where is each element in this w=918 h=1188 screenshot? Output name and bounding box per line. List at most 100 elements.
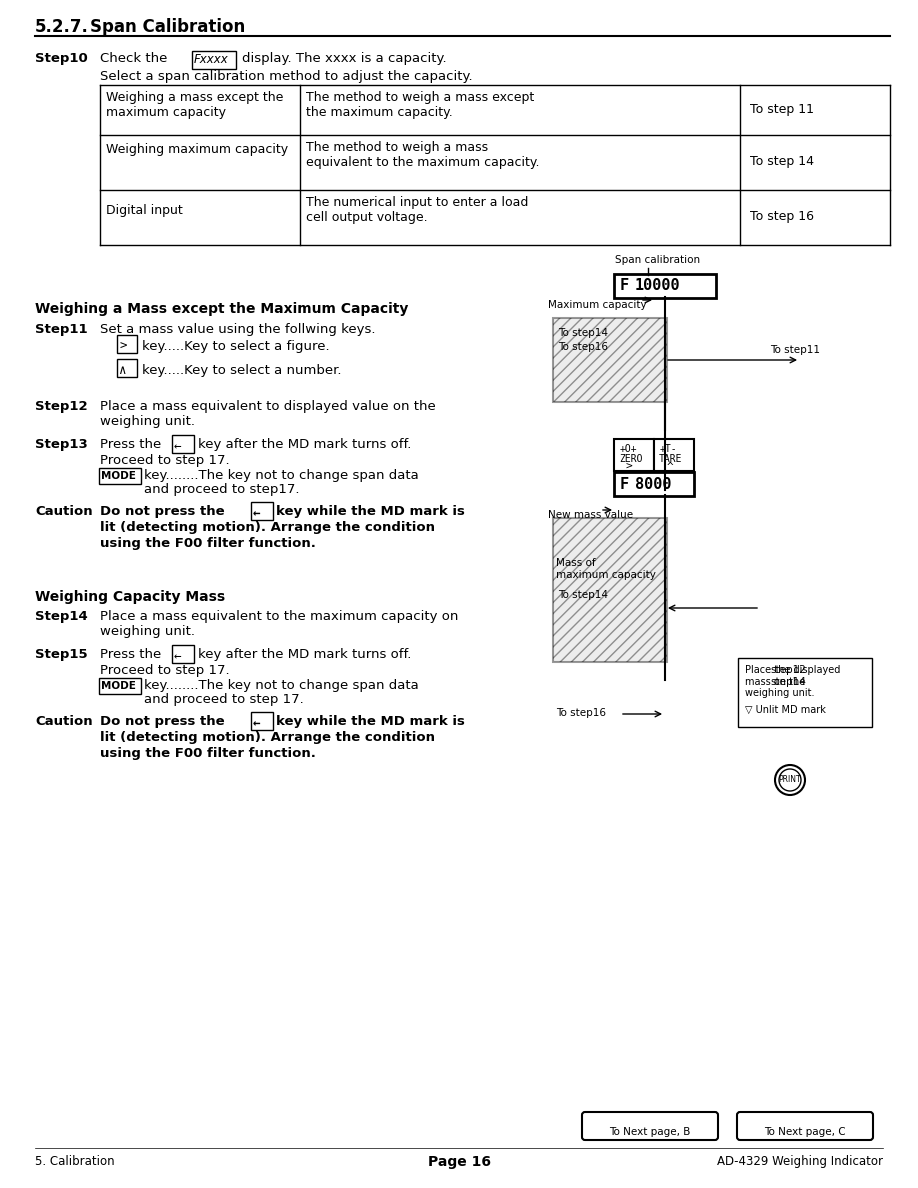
Text: +T-: +T- (660, 444, 677, 454)
FancyBboxPatch shape (553, 318, 667, 402)
Text: 5.2.7.: 5.2.7. (35, 18, 89, 36)
Text: F: F (620, 478, 629, 492)
FancyBboxPatch shape (251, 712, 273, 729)
Text: The method to weigh a mass
equivalent to the maximum capacity.: The method to weigh a mass equivalent to… (306, 141, 540, 169)
Text: The method to weigh a mass except
the maximum capacity.: The method to weigh a mass except the ma… (306, 91, 534, 119)
Text: Fxxxx: Fxxxx (194, 53, 229, 67)
Text: weighing unit.: weighing unit. (745, 688, 814, 699)
Text: key........The key not to change span data: key........The key not to change span da… (144, 680, 419, 691)
Text: ▽ Unlit MD mark: ▽ Unlit MD mark (745, 704, 826, 715)
Text: Caution: Caution (35, 505, 93, 518)
FancyBboxPatch shape (99, 678, 141, 694)
Text: ∧: ∧ (119, 364, 127, 377)
Text: lit (detecting motion). Arrange the condition: lit (detecting motion). Arrange the cond… (100, 522, 435, 533)
FancyBboxPatch shape (614, 440, 654, 470)
Text: Do not press the: Do not press the (100, 505, 225, 518)
Text: Span Calibration: Span Calibration (90, 18, 245, 36)
Text: The numerical input to enter a load
cell output voltage.: The numerical input to enter a load cell… (306, 196, 529, 225)
Text: Proceed to step 17.: Proceed to step 17. (100, 664, 230, 677)
Circle shape (775, 765, 805, 795)
Text: To step16: To step16 (556, 708, 606, 718)
Text: mass on the: mass on the (745, 677, 805, 687)
Text: Select a span calibration method to adjust the capacity.: Select a span calibration method to adju… (100, 70, 473, 83)
Text: key.....Key to select a figure.: key.....Key to select a figure. (142, 340, 330, 353)
Text: To step14: To step14 (558, 328, 608, 339)
Text: key after the MD mark turns off.: key after the MD mark turns off. (198, 647, 411, 661)
FancyBboxPatch shape (553, 518, 667, 662)
Text: Weighing maximum capacity: Weighing maximum capacity (106, 143, 288, 156)
Text: Weighing a Mass except the Maximum Capacity: Weighing a Mass except the Maximum Capac… (35, 302, 409, 316)
FancyBboxPatch shape (192, 51, 236, 69)
Text: maximum capacity: maximum capacity (556, 570, 655, 580)
FancyBboxPatch shape (251, 503, 273, 520)
Text: Step15: Step15 (35, 647, 87, 661)
FancyBboxPatch shape (117, 335, 137, 353)
Text: lit (detecting motion). Arrange the condition: lit (detecting motion). Arrange the cond… (100, 731, 435, 744)
FancyBboxPatch shape (99, 468, 141, 484)
Text: ←: ← (174, 440, 182, 453)
Text: Digital input: Digital input (106, 204, 183, 217)
Text: 8000: 8000 (635, 478, 671, 492)
Text: Do not press the: Do not press the (100, 715, 225, 728)
FancyBboxPatch shape (654, 440, 694, 470)
Text: To step16: To step16 (558, 342, 608, 352)
Text: F: F (620, 278, 629, 293)
Text: Press the: Press the (100, 647, 162, 661)
Text: New mass value: New mass value (548, 510, 633, 520)
Text: step12: step12 (770, 665, 806, 675)
Text: Place the displayed: Place the displayed (745, 665, 840, 675)
Text: key........The key not to change span data: key........The key not to change span da… (144, 469, 419, 482)
Text: 5. Calibration: 5. Calibration (35, 1155, 115, 1168)
Text: Step11: Step11 (35, 323, 87, 336)
Text: MODE: MODE (101, 681, 136, 691)
Text: To Next page, B: To Next page, B (610, 1127, 690, 1137)
Text: and proceed to step 17.: and proceed to step 17. (144, 693, 304, 706)
Text: Proceed to step 17.: Proceed to step 17. (100, 454, 230, 467)
Text: Step13: Step13 (35, 438, 88, 451)
FancyBboxPatch shape (614, 472, 694, 497)
Text: >: > (119, 340, 127, 353)
Text: To step 14: To step 14 (750, 154, 814, 168)
Text: To Next page, C: To Next page, C (764, 1127, 845, 1137)
Text: To step14: To step14 (558, 590, 608, 600)
Text: MODE: MODE (101, 470, 136, 481)
Text: AD-4329 Weighing Indicator: AD-4329 Weighing Indicator (717, 1155, 883, 1168)
Text: key after the MD mark turns off.: key after the MD mark turns off. (198, 438, 411, 451)
Text: ←: ← (174, 650, 182, 663)
Text: Maximum capacity: Maximum capacity (548, 301, 646, 310)
Text: Step14: Step14 (35, 609, 88, 623)
Text: using the F00 filter function.: using the F00 filter function. (100, 747, 316, 760)
Text: Check the: Check the (100, 52, 167, 65)
Text: Step12: Step12 (35, 400, 87, 413)
FancyBboxPatch shape (738, 658, 872, 727)
FancyBboxPatch shape (614, 274, 716, 298)
FancyBboxPatch shape (582, 1112, 718, 1140)
Text: PRINT: PRINT (778, 775, 801, 784)
Text: Caution: Caution (35, 715, 93, 728)
Text: 10000: 10000 (635, 278, 680, 293)
Text: Place a mass equivalent to the maximum capacity on
weighing unit.: Place a mass equivalent to the maximum c… (100, 609, 458, 638)
FancyBboxPatch shape (172, 645, 194, 663)
FancyBboxPatch shape (117, 359, 137, 377)
Text: Set a mass value using the follwing keys.: Set a mass value using the follwing keys… (100, 323, 375, 336)
Text: key while the MD mark is: key while the MD mark is (276, 715, 465, 728)
Text: To step 16: To step 16 (750, 210, 814, 223)
Circle shape (779, 769, 801, 791)
Text: Step10: Step10 (35, 52, 88, 65)
Text: >: > (625, 462, 632, 472)
Text: Span calibration: Span calibration (615, 255, 700, 265)
Text: ←: ← (253, 507, 261, 520)
Text: key.....Key to select a number.: key.....Key to select a number. (142, 364, 341, 377)
Text: ←: ← (253, 718, 261, 729)
Text: To step 11: To step 11 (750, 103, 814, 116)
Text: ^: ^ (667, 462, 674, 472)
Text: step14: step14 (770, 677, 806, 687)
Text: TARE: TARE (659, 454, 682, 465)
Text: Page 16: Page 16 (428, 1155, 490, 1169)
Text: To step11: To step11 (770, 345, 820, 355)
FancyBboxPatch shape (737, 1112, 873, 1140)
Text: Place a mass equivalent to displayed value on the
weighing unit.: Place a mass equivalent to displayed val… (100, 400, 436, 428)
Text: key while the MD mark is: key while the MD mark is (276, 505, 465, 518)
Text: Weighing a mass except the
maximum capacity: Weighing a mass except the maximum capac… (106, 91, 284, 119)
FancyBboxPatch shape (172, 435, 194, 453)
